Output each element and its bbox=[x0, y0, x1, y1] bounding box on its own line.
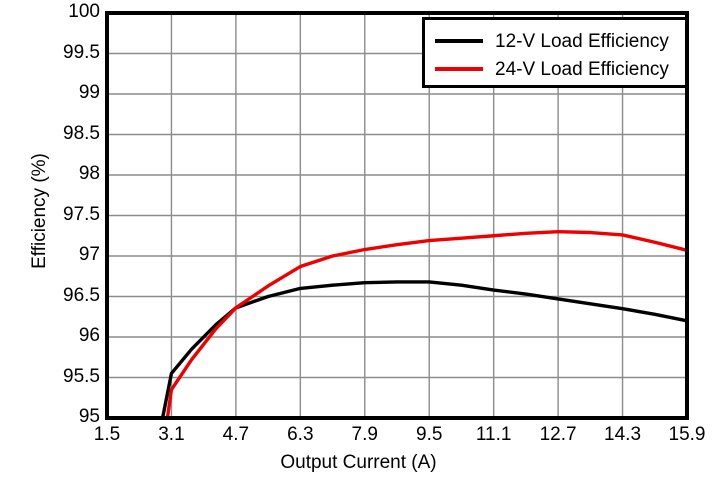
y-tick-label: 97 bbox=[78, 244, 100, 265]
y-tick-label: 99 bbox=[78, 82, 100, 103]
x-tick-label: 9.5 bbox=[416, 424, 443, 445]
y-tick-label: 95 bbox=[78, 406, 100, 427]
x-tick-label: 3.1 bbox=[158, 424, 185, 445]
legend-entry-12v: 12-V Load Efficiency bbox=[435, 26, 669, 56]
x-tick-label: 4.7 bbox=[222, 424, 250, 445]
legend-swatch-12v bbox=[435, 39, 483, 43]
x-tick-label: 15.9 bbox=[668, 424, 706, 445]
legend-entry-24v: 24-V Load Efficiency bbox=[435, 54, 669, 84]
y-tick-label: 97.5 bbox=[63, 203, 100, 225]
x-tick-label: 6.3 bbox=[287, 424, 314, 445]
plot-border bbox=[105, 11, 689, 420]
y-tick-label: 96.5 bbox=[63, 284, 100, 306]
series-line-12v bbox=[160, 280, 688, 419]
series-lines bbox=[160, 229, 688, 419]
x-tick-label: 12.7 bbox=[539, 424, 577, 445]
y-tick-label: 100 bbox=[68, 1, 100, 22]
y-tick-label: 98 bbox=[78, 163, 100, 184]
y-tick-label: 96 bbox=[78, 325, 100, 346]
y-tick-label: 95.5 bbox=[63, 365, 100, 387]
series-line-24v bbox=[165, 229, 688, 419]
y-axis-title: Efficiency (%) bbox=[29, 153, 50, 269]
y-tick-label: 98.5 bbox=[63, 122, 100, 144]
x-axis-title: Output Current (A) bbox=[280, 452, 437, 473]
legend-label-24v: 24-V Load Efficiency bbox=[495, 58, 669, 80]
legend-label-12v: 12-V Load Efficiency bbox=[495, 30, 669, 52]
legend-swatch-24v bbox=[435, 67, 483, 71]
chart-legend: 12-V Load Efficiency 24-V Load Efficienc… bbox=[422, 17, 688, 88]
x-tick-label: 1.5 bbox=[93, 424, 121, 445]
x-tick-label: 7.9 bbox=[351, 424, 378, 445]
x-tick-label: 14.3 bbox=[604, 424, 642, 445]
x-tick-label: 11.1 bbox=[475, 424, 512, 445]
y-tick-label: 99.5 bbox=[63, 41, 100, 63]
